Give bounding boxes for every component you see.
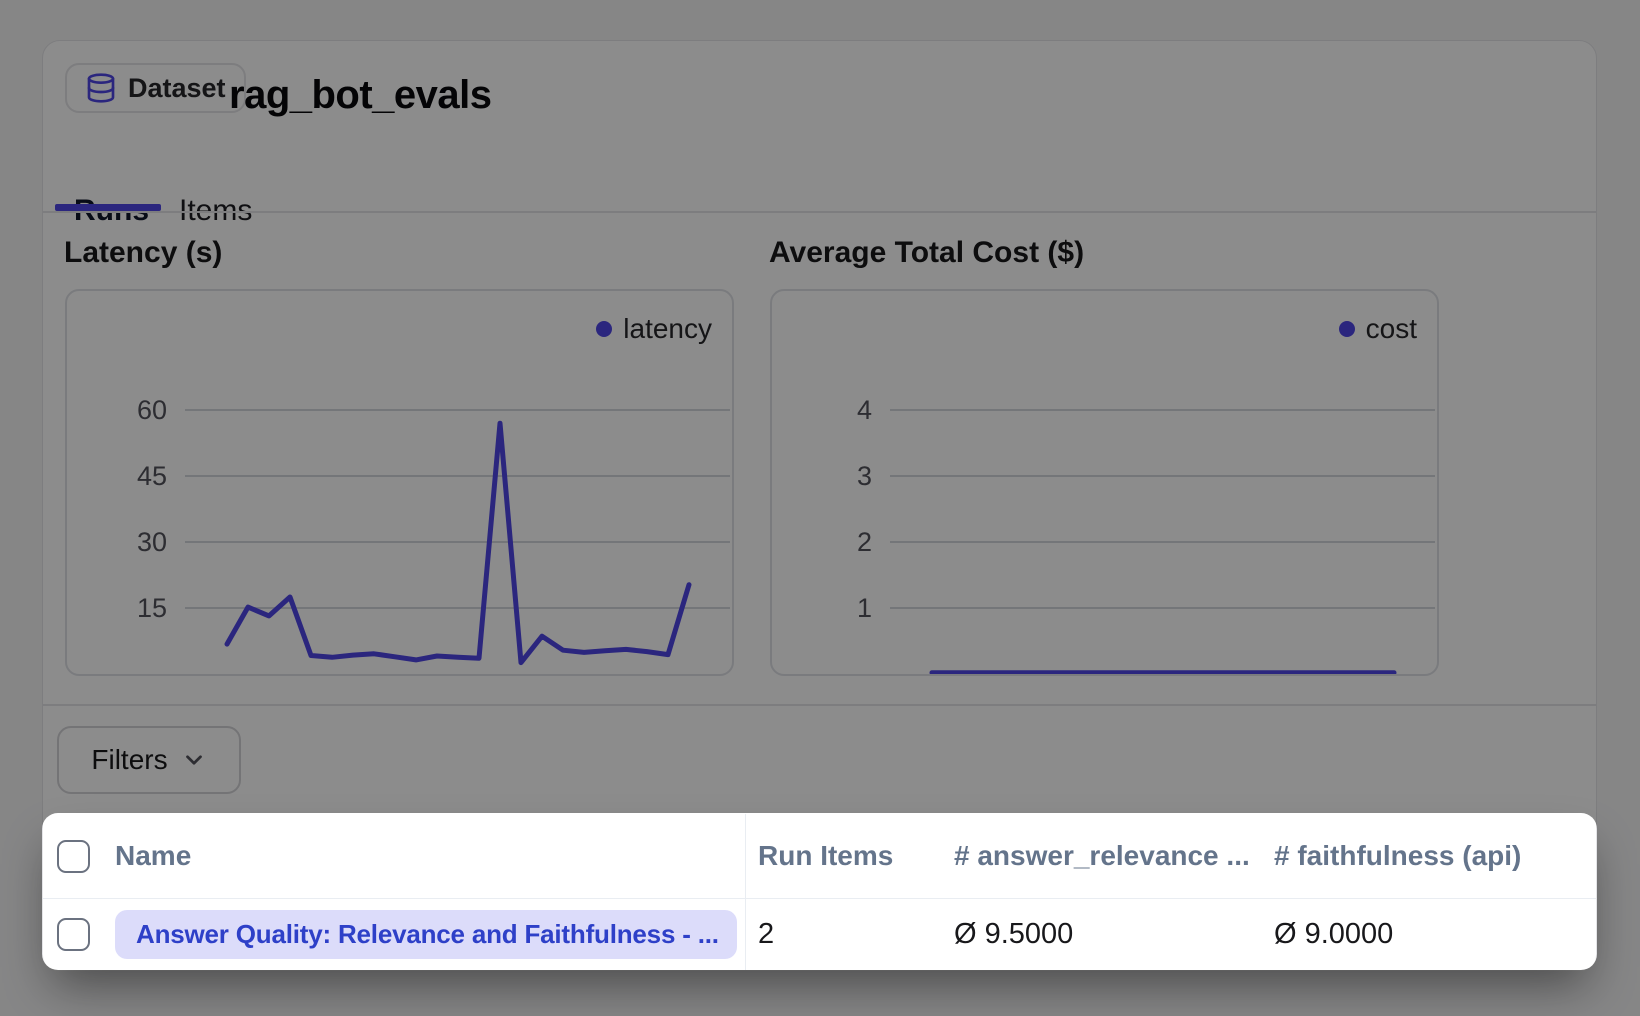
section-divider: [43, 704, 1596, 706]
table-header-row: Name Run Items # answer_relevance ... # …: [43, 814, 1596, 899]
cell-run-items: 2: [745, 899, 954, 970]
table-row: Answer Quality: Relevance and Faithfulne…: [43, 899, 1596, 970]
legend-dot-cost: [1338, 321, 1355, 337]
active-tab-indicator: [55, 204, 161, 211]
runs-table: Name Run Items # answer_relevance ... # …: [43, 814, 1596, 971]
legend-label-cost: cost: [1365, 313, 1417, 344]
column-header-name: Name: [115, 840, 192, 871]
legend-label-latency: latency: [623, 313, 712, 344]
filters-button-label: Filters: [91, 744, 168, 775]
filters-button[interactable]: Filters: [57, 726, 241, 794]
tab-items[interactable]: Items: [179, 194, 253, 227]
latency-legend: latency: [596, 313, 712, 345]
dataset-badge: Dataset: [65, 63, 246, 113]
cost-legend: cost: [1338, 313, 1417, 345]
cost-line-chart: 1 2 3 4: [857, 395, 1435, 674]
dataset-card: Dataset rag_bot_evals Runs Items Latency…: [42, 40, 1597, 971]
svg-text:15: 15: [137, 593, 167, 623]
page-title: rag_bot_evals: [229, 73, 492, 117]
cell-answer-relevance: Ø 9.5000: [954, 918, 1074, 950]
svg-text:30: 30: [137, 527, 167, 557]
column-header-answer-relevance: # answer_relevance ...: [954, 840, 1250, 871]
svg-text:1: 1: [857, 593, 872, 623]
cost-chart-panel: cost 1 2 3 4: [770, 289, 1439, 676]
svg-text:45: 45: [137, 461, 167, 491]
latency-chart-panel: latency 15 30 45 60: [65, 289, 734, 676]
latency-line-chart: 15 30 45 60: [137, 395, 730, 666]
svg-text:2: 2: [857, 527, 872, 557]
tabs-divider: [43, 211, 1596, 213]
column-header-faithfulness: # faithfulness (api): [1274, 840, 1522, 871]
chart-title-latency: Latency (s): [64, 236, 223, 269]
cell-faithfulness: Ø 9.0000: [1274, 918, 1394, 950]
column-header-run-items: Run Items: [745, 814, 954, 898]
database-icon: [87, 73, 115, 103]
chevron-down-icon: [185, 755, 202, 765]
svg-text:4: 4: [857, 395, 872, 425]
svg-text:60: 60: [137, 395, 167, 425]
dataset-badge-label: Dataset: [128, 72, 226, 103]
legend-dot-latency: [596, 321, 613, 337]
run-name-link[interactable]: Answer Quality: Relevance and Faithfulne…: [115, 910, 737, 959]
svg-text:3: 3: [857, 461, 872, 491]
row-checkbox[interactable]: [57, 918, 90, 951]
chart-title-cost: Average Total Cost ($): [769, 236, 1085, 269]
select-all-checkbox[interactable]: [57, 839, 90, 873]
